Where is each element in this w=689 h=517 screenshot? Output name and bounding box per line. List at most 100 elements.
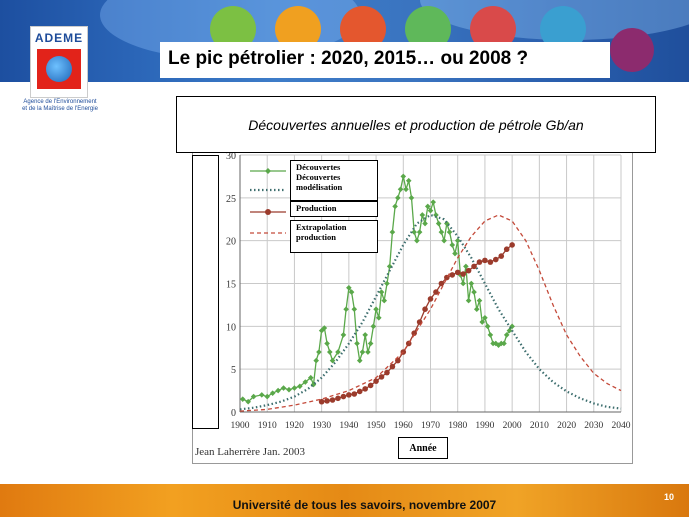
data-point-production xyxy=(493,256,499,263)
axes: 1900 1910 1920 1930 1940 1950 1960 1970 1980 1990… xyxy=(226,151,631,431)
data-point-discoveries xyxy=(438,229,445,235)
data-point-discoveries xyxy=(307,374,314,381)
data-point-discoveries xyxy=(258,392,265,398)
data-point-discoveries xyxy=(340,332,347,338)
data-point-production xyxy=(356,388,363,395)
legend-marker-discoveries xyxy=(265,168,271,174)
data-point-production xyxy=(335,395,341,402)
data-point-production xyxy=(329,397,336,403)
data-point-discoveries xyxy=(430,199,437,205)
data-point-production xyxy=(389,363,396,370)
data-point-production xyxy=(411,330,417,336)
data-point-discoveries xyxy=(460,280,466,287)
data-point-production xyxy=(422,306,428,313)
data-point-production xyxy=(460,271,466,277)
series xyxy=(239,168,622,412)
data-point-discoveries xyxy=(433,212,439,218)
data-point-discoveries xyxy=(346,284,352,291)
data-point-discoveries xyxy=(291,385,298,391)
data-point-discoveries xyxy=(310,381,317,388)
data-point-production xyxy=(340,393,347,400)
data-point-discoveries xyxy=(329,357,336,364)
data-point-production xyxy=(324,398,330,404)
data-point-discoveries xyxy=(422,220,428,227)
y-tick-label: 25 xyxy=(226,194,236,205)
data-point-production xyxy=(362,386,368,392)
data-point-production xyxy=(367,382,374,389)
legend-label-model: Découvertes modélisation xyxy=(296,172,343,192)
data-point-discoveries xyxy=(403,186,409,193)
x-tick-label: 1970 xyxy=(421,421,440,431)
data-point-discoveries xyxy=(370,323,377,330)
x-tick-label: 2040 xyxy=(612,421,631,431)
data-point-discoveries xyxy=(405,177,412,184)
data-point-production xyxy=(373,378,379,384)
legend-label-production: Production xyxy=(296,203,337,213)
data-point-discoveries xyxy=(250,393,257,400)
data-point-discoveries xyxy=(386,263,393,270)
data-point-discoveries xyxy=(297,383,303,390)
x-tick-label: 1950 xyxy=(367,421,386,431)
data-point-discoveries xyxy=(473,306,480,312)
data-point-discoveries xyxy=(411,229,417,235)
data-point-production xyxy=(438,280,445,287)
data-point-production xyxy=(482,257,488,264)
legend-label-discoveries: Découvertes xyxy=(296,162,341,172)
data-point-production xyxy=(346,392,352,398)
data-point-discoveries xyxy=(484,323,491,330)
x-tick-label: 2000 xyxy=(503,421,522,431)
data-point-discoveries xyxy=(324,340,330,347)
data-point-discoveries xyxy=(392,203,398,210)
data-point-discoveries xyxy=(454,237,461,244)
x-axis-label: Année xyxy=(398,437,448,459)
data-point-discoveries xyxy=(239,396,246,402)
data-point-discoveries xyxy=(327,349,333,355)
x-tick-label: 2030 xyxy=(584,421,603,431)
x-tick-label: 2020 xyxy=(557,421,576,431)
data-point-production xyxy=(498,253,505,259)
data-point-discoveries xyxy=(354,340,360,347)
y-tick-label: 15 xyxy=(226,280,236,291)
x-tick-label: 1930 xyxy=(312,421,331,431)
data-point-production xyxy=(509,242,515,248)
data-point-production xyxy=(384,369,390,376)
data-point-discoveries xyxy=(463,263,469,270)
y-tick-label: 30 xyxy=(226,151,236,162)
data-point-production xyxy=(454,269,461,276)
footer-text: Université de tous les savoirs, novembre… xyxy=(232,498,497,512)
x-tick-label: 1940 xyxy=(339,421,358,431)
data-point-discoveries xyxy=(446,229,453,235)
page-number: 10 xyxy=(664,492,675,502)
legend-discoveries: Découvertes Découvertes modélisation xyxy=(290,160,378,201)
data-point-production xyxy=(351,391,358,397)
data-point-discoveries xyxy=(479,319,486,325)
data-point-discoveries xyxy=(441,237,447,244)
y-tick-label: 10 xyxy=(226,322,236,333)
x-tick-label: 1920 xyxy=(285,421,304,431)
data-point-production xyxy=(318,398,325,405)
data-point-discoveries xyxy=(506,327,513,334)
data-point-discoveries xyxy=(414,237,420,244)
x-tick-label: 1910 xyxy=(258,421,277,431)
legend-extrapolation: Extrapolation production xyxy=(290,220,378,253)
data-point-discoveries xyxy=(286,386,292,393)
data-point-discoveries xyxy=(269,390,276,396)
data-point-discoveries xyxy=(356,357,363,364)
decor-circle-icon xyxy=(610,28,654,72)
data-point-discoveries xyxy=(264,393,271,400)
data-point-discoveries xyxy=(378,289,385,295)
data-point-discoveries xyxy=(501,340,507,347)
data-point-production xyxy=(378,374,385,380)
data-point-discoveries xyxy=(343,306,349,312)
data-point-discoveries xyxy=(487,332,494,338)
agency-name: Agence de l'Environnement et de la Maîtr… xyxy=(12,99,108,113)
y-tick-label: 20 xyxy=(226,237,236,248)
ademe-logo: ADEME xyxy=(30,26,88,98)
y-tick-label: 5 xyxy=(231,365,236,376)
x-tick-label: 2010 xyxy=(530,421,549,431)
agency-line: et de la Maîtrise de l'Energie xyxy=(22,106,98,112)
series-line-production-extrapolation xyxy=(239,214,622,412)
footer-banner xyxy=(0,484,689,517)
data-point-discoveries xyxy=(449,242,456,248)
